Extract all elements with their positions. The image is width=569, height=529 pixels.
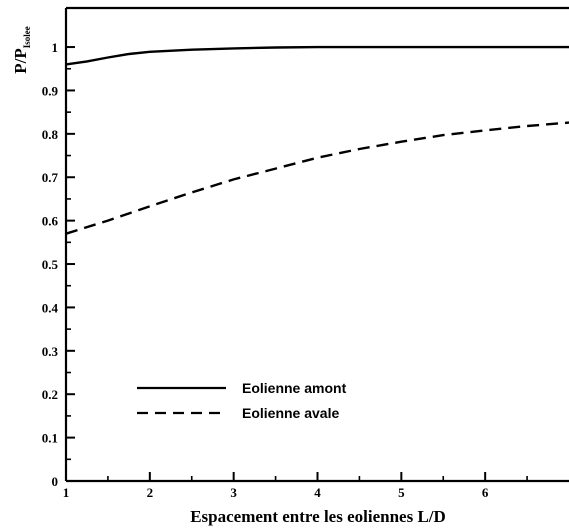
y-axis-title-subscript: Isolee	[22, 26, 32, 48]
x-axis-title: Espacement entre les eoliennes L/D	[190, 507, 446, 526]
legend-label-amont: Eolienne amont	[242, 380, 347, 396]
y-tick-label: 0.2	[42, 387, 58, 402]
legend-label-avale: Eolienne avale	[242, 405, 339, 421]
y-tick-label: 0.7	[42, 170, 59, 185]
x-tick-label: 2	[147, 485, 154, 500]
x-tick-label: 1	[63, 485, 70, 500]
y-tick-label: 0.9	[42, 83, 59, 98]
y-axis-ticks: 0 0.1 0.2 0.3 0.4 0.5 0.6 0.7 0.8 0.9 1	[42, 40, 75, 489]
y-axis-title-main: P/P	[11, 48, 30, 74]
y-axis-title: P/PIsolee	[11, 26, 32, 74]
y-tick-label: 0.5	[42, 257, 59, 272]
y-tick-label: 0.3	[42, 344, 59, 359]
legend: Eolienne amont Eolienne avale	[137, 380, 347, 421]
x-tick-label: 6	[482, 485, 489, 500]
x-tick-label: 3	[230, 485, 237, 500]
x-tick-label: 5	[398, 485, 405, 500]
x-axis-ticks: 1 2 3 4 5 6	[63, 472, 528, 500]
y-tick-label: 0.8	[42, 127, 59, 142]
series-line-eolienne-avale	[65, 121, 569, 235]
y-tick-label: 0.1	[42, 431, 58, 446]
y-tick-label: 1	[52, 40, 59, 55]
series-layer	[65, 45, 569, 235]
series-line-eolienne-amont	[65, 45, 569, 66]
y-tick-label: 0.6	[42, 214, 59, 229]
y-tick-label: 0	[52, 474, 59, 489]
y-tick-label: 0.4	[42, 300, 59, 315]
x-tick-label: 4	[314, 485, 321, 500]
